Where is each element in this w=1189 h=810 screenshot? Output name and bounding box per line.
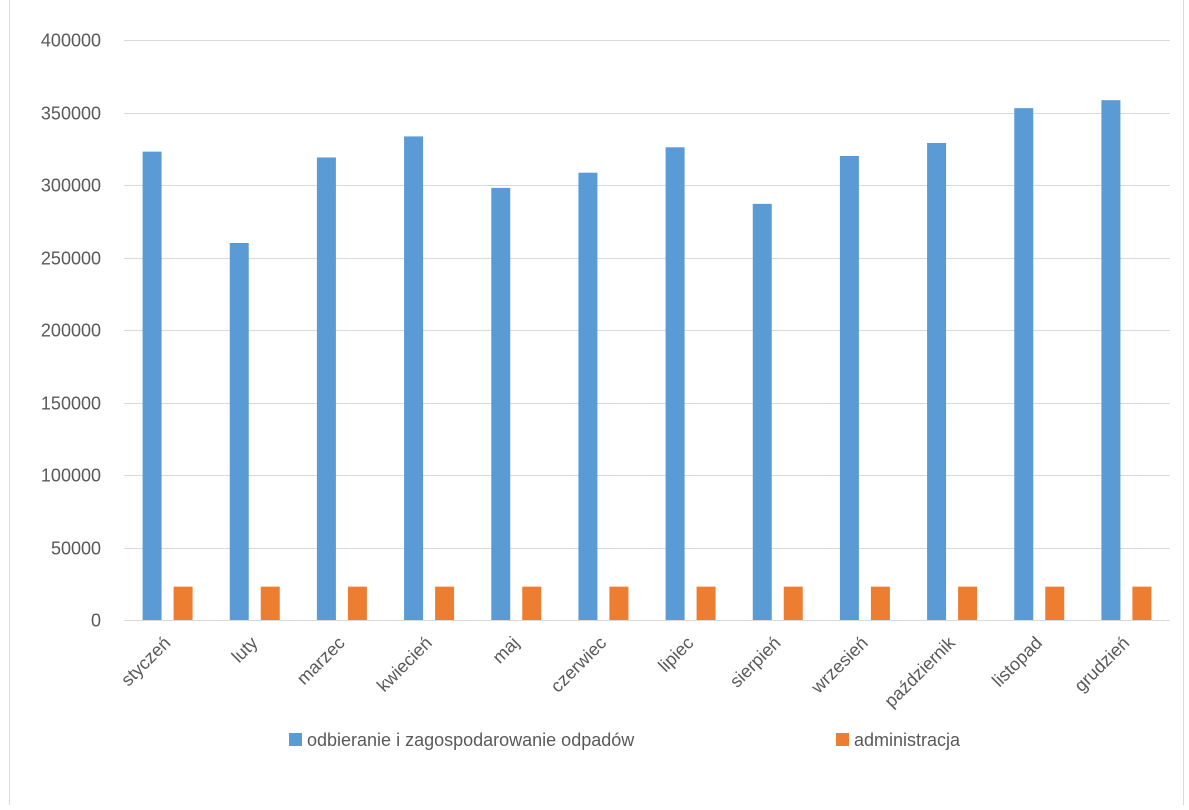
bar-administracja <box>260 586 280 620</box>
bar-administracja <box>1132 586 1152 620</box>
bar-administracja <box>173 586 193 620</box>
y-tick-label: 100000 <box>41 466 101 486</box>
bar-administracja <box>609 586 629 620</box>
bar-administracja <box>870 586 890 620</box>
x-tick-label: styczeń <box>117 633 174 690</box>
legend: odbieranie i zagospodarowanie odpadów adm… <box>289 730 961 750</box>
y-tick-label: 300000 <box>41 176 101 196</box>
bar-odbieranie <box>229 243 249 620</box>
y-tick-label: 200000 <box>41 321 101 341</box>
legend-swatch <box>836 733 849 746</box>
y-tick-label: 50000 <box>51 539 101 559</box>
bars <box>142 100 1152 621</box>
bar-administracja <box>522 586 542 620</box>
bar-odbieranie <box>752 203 772 620</box>
y-tick-label: 400000 <box>41 31 101 51</box>
x-tick-label: czerwiec <box>547 633 611 697</box>
legend-label: administracja <box>854 730 961 750</box>
x-tick-label: lipiec <box>654 633 697 676</box>
bar-odbieranie <box>1101 100 1121 621</box>
bar-administracja <box>1045 586 1065 620</box>
bar-odbieranie <box>1014 108 1034 621</box>
bar-administracja <box>696 586 716 620</box>
x-tick-label: październik <box>880 632 959 711</box>
y-tick-label: 250000 <box>41 249 101 269</box>
x-tick-label: luty <box>228 633 262 667</box>
y-tick-label: 350000 <box>41 104 101 124</box>
bar-administracja <box>958 586 978 620</box>
bar-odbieranie <box>142 151 162 620</box>
legend-label: odbieranie i zagospodarowanie odpadów <box>307 730 635 750</box>
x-tick-label: grudzień <box>1070 633 1133 696</box>
y-axis-tick-labels: 0 50000 100000 150000 200000 250000 300000 3500… <box>41 31 101 631</box>
x-tick-label: wrzesień <box>807 633 872 698</box>
x-tick-label: sierpień <box>726 633 785 692</box>
x-tick-label: listopad <box>988 633 1046 691</box>
bar-odbieranie <box>578 172 598 621</box>
bar-odbieranie <box>839 156 859 620</box>
bar-administracja <box>435 586 455 620</box>
x-tick-label: marzec <box>293 633 349 689</box>
bar-odbieranie <box>491 187 511 620</box>
x-tick-label: maj <box>488 633 523 668</box>
x-axis-tick-labels: styczeń luty marzec kwiecień maj czerwiec lipi… <box>117 632 1133 711</box>
y-tick-label: 0 <box>91 611 101 631</box>
x-tick-label: kwiecień <box>373 633 436 696</box>
bar-odbieranie <box>316 157 336 620</box>
bar-administracja <box>783 586 803 620</box>
y-tick-label: 150000 <box>41 394 101 414</box>
bar-odbieranie <box>927 142 947 620</box>
bar-odbieranie <box>665 147 685 621</box>
bar-odbieranie <box>404 136 424 621</box>
gridlines <box>124 40 1170 621</box>
legend-swatch <box>289 733 302 746</box>
bar-administracja <box>347 586 367 620</box>
